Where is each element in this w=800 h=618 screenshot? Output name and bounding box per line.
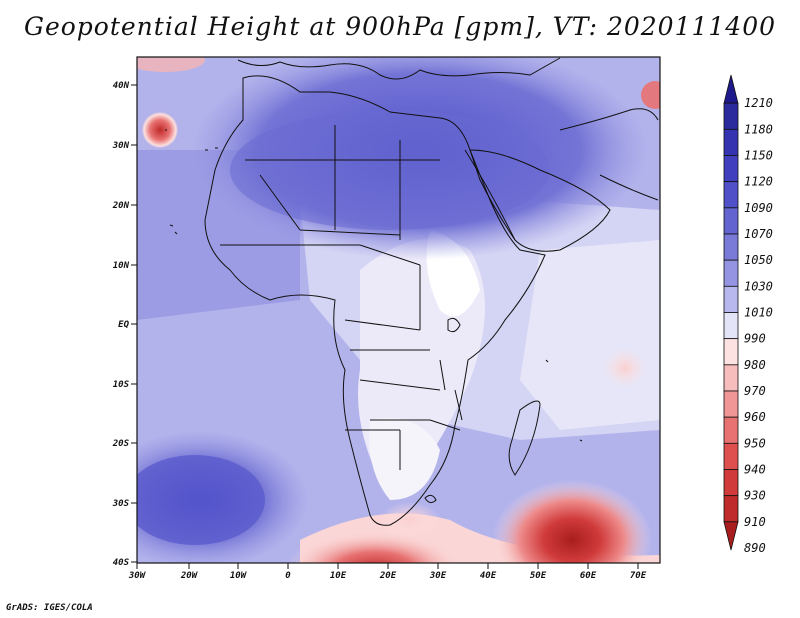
colorbar-label: 910 (744, 515, 766, 529)
lat-label: 30N (112, 141, 130, 151)
lat-label: 10N (113, 261, 130, 271)
colorbar-swatch (723, 181, 739, 209)
colorbar-swatch (723, 102, 739, 130)
colorbar-swatch (723, 74, 739, 104)
lat-labels: 40N 30N 20N 10N EQ 10S 20S 30S 40S (112, 81, 130, 568)
lon-label: 30E (429, 571, 447, 581)
lon-label: 10E (330, 571, 347, 581)
colorbar-swatch (723, 521, 739, 551)
lat-label: 20N (112, 201, 130, 211)
coastlines (165, 57, 659, 526)
height-field (137, 57, 660, 563)
colorbar-swatch (723, 495, 739, 523)
colorbar-swatch (723, 207, 739, 235)
colorbar-label: 1070 (744, 227, 773, 241)
lon-labels: 30W 20W 10W 0 10E 20E 30E 40E 50E 60E 70… (128, 571, 647, 581)
colorbar-label: 990 (744, 332, 766, 346)
lon-label: 50E (530, 571, 547, 581)
colorbar-label: 890 (744, 541, 766, 555)
colorbar-swatch (723, 390, 739, 418)
colorbar-swatch (723, 233, 739, 261)
lon-label: 30W (128, 571, 147, 581)
colorbar-label: 970 (744, 384, 766, 398)
lat-label: EQ (118, 320, 129, 330)
colorbar-label: 1030 (744, 279, 773, 293)
map-frame (136, 56, 661, 564)
colorbar-label: 1010 (744, 306, 773, 320)
colorbar-label: 1150 (744, 149, 773, 163)
lon-label: 10W (230, 571, 248, 581)
lat-label: 40S (113, 558, 130, 568)
colorbar-label: 960 (744, 410, 766, 424)
lon-label: 0 (285, 571, 291, 581)
colorbar-swatch (723, 259, 739, 287)
colorbar-label: 1050 (744, 253, 773, 267)
colorbar-label: 930 (744, 489, 766, 503)
lon-label: 20W (180, 571, 199, 581)
lon-ticks (136, 563, 639, 569)
lon-label: 70E (630, 571, 647, 581)
colorbar-label: 1120 (744, 175, 773, 189)
colorbar-swatch (723, 312, 739, 340)
lon-label: 40E (480, 571, 497, 581)
colorbar-label: 940 (744, 463, 766, 477)
colorbar-swatch (723, 416, 739, 444)
plot-title: Geopotential Height at 900hPa [gpm], VT:… (23, 12, 777, 41)
colorbar-swatch (723, 364, 739, 392)
lat-label: 10S (113, 380, 130, 390)
lat-label: 30S (112, 499, 130, 509)
colorbar-swatch (723, 469, 739, 497)
footer-credit: GrADS: IGES/COLA (6, 603, 93, 613)
lon-label: 60E (580, 571, 597, 581)
colorbar-label: 1180 (744, 122, 773, 136)
colorbar-swatch (723, 128, 739, 156)
colorbar-swatch (723, 338, 739, 366)
colorbar: 1210 1180 1150 1120 1090 1070 1050 1030 1010 990 9… (723, 74, 773, 555)
colorbar-swatch (723, 155, 739, 183)
colorbar-label: 950 (744, 436, 766, 450)
lat-ticks (131, 84, 137, 563)
colorbar-label: 1090 (744, 201, 773, 215)
lat-label: 40N (113, 81, 130, 91)
colorbar-swatch (723, 442, 739, 470)
colorbar-label: 980 (744, 358, 766, 372)
lon-label: 20E (379, 571, 397, 581)
colorbar-swatch (723, 285, 739, 313)
colorbar-label: 1210 (744, 96, 773, 110)
lat-label: 20S (112, 439, 130, 449)
